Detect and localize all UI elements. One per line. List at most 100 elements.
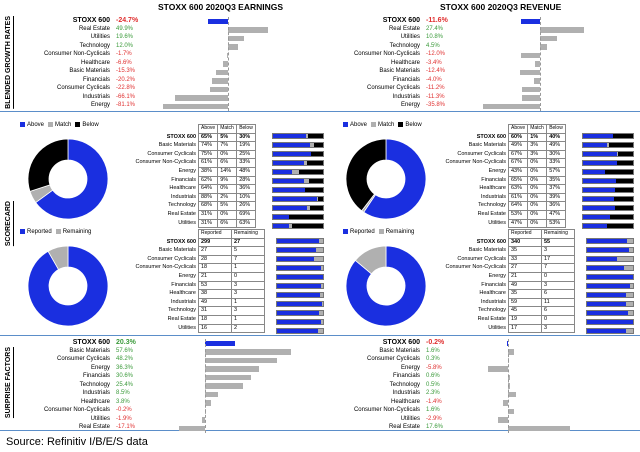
table-cell: 47% xyxy=(546,209,567,220)
row-label: Consumer Non-Cyclicals xyxy=(445,264,506,271)
table-row: Industrials 61% 0% 39% xyxy=(432,192,567,203)
stack-segment xyxy=(614,188,633,192)
row-label: Industrials xyxy=(170,193,196,200)
stacked-bar xyxy=(272,196,324,202)
table-row: Healthcare 63% 0% 37% xyxy=(432,184,567,194)
stacked-bar xyxy=(582,142,634,148)
table-cell: 75% xyxy=(197,149,219,160)
stack-segment xyxy=(616,152,618,156)
row-label: Industrials xyxy=(480,193,506,200)
legend-item-below: Below xyxy=(75,122,99,128)
table-cell: 49% xyxy=(546,141,567,151)
row-label: Financials xyxy=(82,76,110,83)
row-label: Financials xyxy=(392,76,420,83)
sector-bar xyxy=(508,408,514,414)
row-label: Industrials xyxy=(170,298,196,305)
row-label: Energy xyxy=(488,167,506,174)
table-row: STOXX 600 299 27 xyxy=(122,237,265,248)
stack-segment xyxy=(623,266,633,270)
stack-segment xyxy=(317,197,318,201)
row-label: Utilities xyxy=(90,415,110,422)
stacked-bar xyxy=(276,310,324,316)
table-row: Energy 43% 0% 57% xyxy=(432,166,567,177)
table-cell: 18 xyxy=(198,263,232,273)
stack-segment xyxy=(273,134,306,138)
table-cell: 68% xyxy=(197,201,219,211)
stacked-bar xyxy=(272,151,324,157)
sector-bar xyxy=(163,103,228,109)
revenue-reported-donut xyxy=(345,245,427,327)
column-header: Above xyxy=(197,124,219,134)
table-row: Energy 21 0 xyxy=(432,271,575,282)
table-row: Industrials 88% 2% 10% xyxy=(122,192,257,203)
earnings-chart-title: STOXX 600 2020Q3 EARNINGS xyxy=(158,2,284,12)
sector-bar xyxy=(205,366,260,372)
table-cell: 48% xyxy=(236,166,257,177)
stacked-bar xyxy=(276,265,324,271)
stack-segment xyxy=(315,248,323,252)
table-cell: 53% xyxy=(546,218,567,229)
sector-bar xyxy=(533,78,540,84)
stacked-bar xyxy=(272,223,324,229)
table-cell: 35 xyxy=(508,246,542,256)
stacked-bar xyxy=(582,223,634,229)
stacked-bar xyxy=(276,292,324,298)
table-cell: 0 xyxy=(541,314,575,325)
aggregate-bar xyxy=(521,18,540,24)
donut-slice xyxy=(345,138,387,212)
stack-segment xyxy=(319,293,323,297)
stack-segment xyxy=(616,161,633,165)
sector-bar xyxy=(520,52,540,58)
row-value: -3.4% xyxy=(426,59,442,66)
table-cell: 36% xyxy=(236,184,257,194)
stacked-bar xyxy=(586,310,634,316)
table-cell: 26% xyxy=(236,201,257,211)
stack-segment xyxy=(627,311,633,315)
zero-axis xyxy=(205,339,206,433)
table-row: Real Estate 53% 0% 47% xyxy=(432,209,567,220)
table-cell: 60% xyxy=(507,132,529,143)
row-label: STOXX 600 xyxy=(166,133,196,140)
section-label-surprise: SURPRISE FACTORS xyxy=(4,347,12,419)
stack-segment xyxy=(617,257,633,261)
score-table: Reported Remaining STOXX 600 340 55 Basic Mat… xyxy=(432,229,575,334)
stack-segment xyxy=(310,152,323,156)
row-value: -12.4% xyxy=(426,68,446,74)
row-label: Real Estate xyxy=(388,25,420,32)
row-value: -11.6% xyxy=(426,17,448,24)
table-cell: 67% xyxy=(507,149,529,160)
row-label: Industrials xyxy=(82,390,110,396)
aggregate-bar xyxy=(208,18,228,24)
table-cell: 3% xyxy=(527,149,548,160)
table-cell: 63% xyxy=(236,218,257,229)
sector-bar xyxy=(205,400,211,406)
section-divider xyxy=(0,335,640,336)
row-label: Healthcare xyxy=(479,185,506,192)
row-label: Technology xyxy=(79,381,110,388)
row-label: Energy xyxy=(178,167,196,174)
row-label: Consumer Cyclicals xyxy=(147,150,196,157)
row-label: Real Estate xyxy=(78,25,110,32)
stack-segment xyxy=(273,152,311,156)
table-cell: 40% xyxy=(546,132,567,143)
stack-segment xyxy=(277,248,316,252)
legend-item-match: Match xyxy=(371,122,394,128)
stack-segment xyxy=(583,206,615,210)
legend-revenue-reported: Reported Remaining xyxy=(343,229,414,235)
table-cell: 0% xyxy=(527,158,548,168)
stack-segment xyxy=(587,257,618,261)
row-label: Financials xyxy=(481,281,506,288)
table-row: Basic Materials 27 5 xyxy=(122,246,265,256)
donut-slice xyxy=(354,245,387,275)
row-value: -11.2% xyxy=(426,85,445,91)
table-cell: 59 xyxy=(508,297,542,308)
stack-segment xyxy=(277,302,323,306)
table-cell: 0% xyxy=(527,175,548,186)
table-row: Utilities 47% 0% 53% xyxy=(432,218,567,229)
table-cell: 11 xyxy=(541,297,575,308)
column-header: Reported xyxy=(508,229,542,239)
stack-segment xyxy=(583,170,605,174)
stacked-bar xyxy=(582,160,634,166)
row-value: -17.1% xyxy=(116,424,136,430)
row-label: Consumer Cyclicals xyxy=(366,356,420,362)
